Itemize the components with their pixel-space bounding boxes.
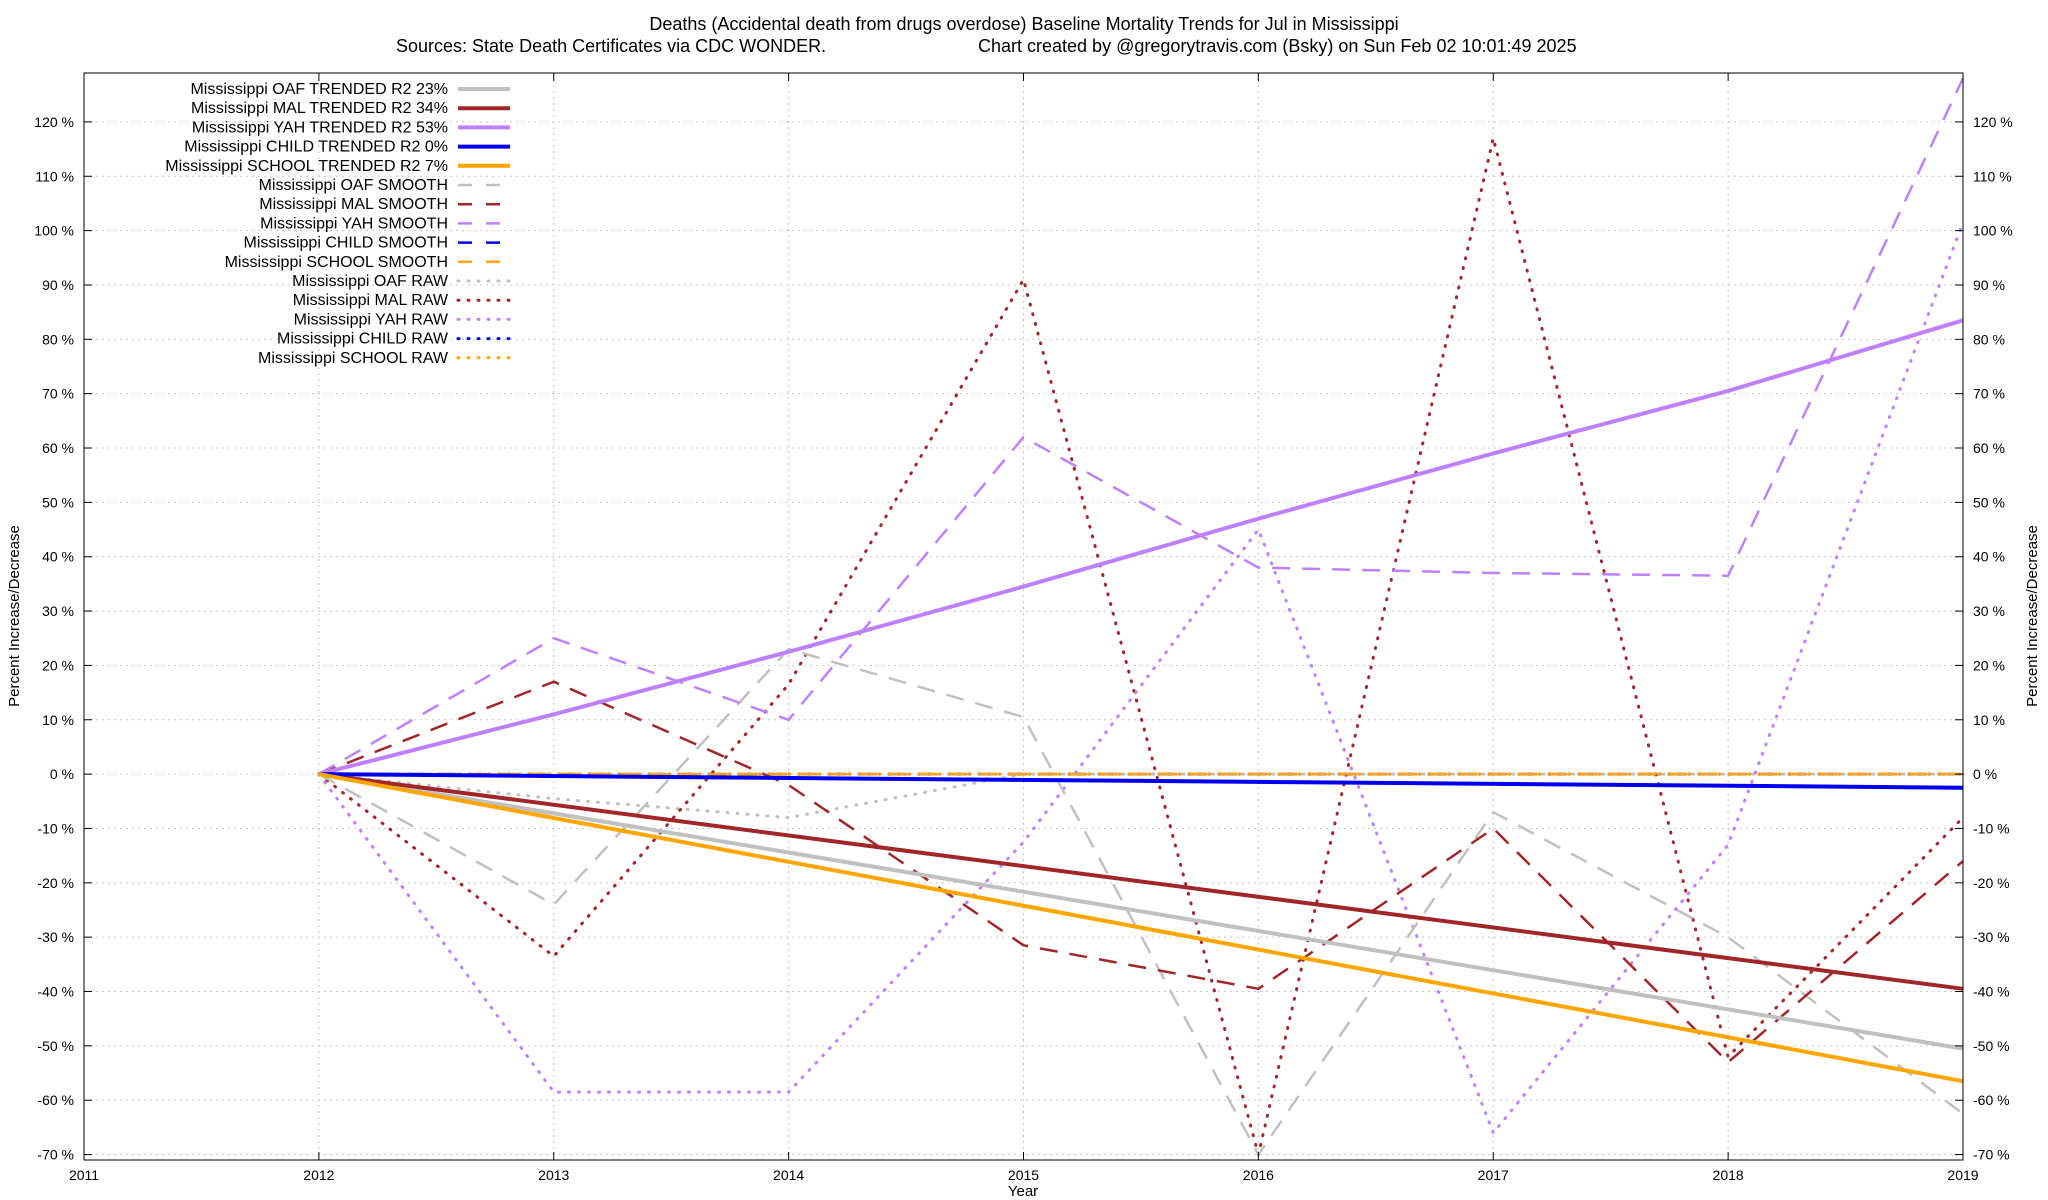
y-tick-label-right: -10 % — [1973, 820, 2010, 836]
y-tick-label-left: -20 % — [37, 875, 74, 891]
x-tick-label: 2016 — [1243, 1167, 1274, 1183]
x-tick-label: 2012 — [303, 1167, 334, 1183]
y-tick-label-right: 70 % — [1973, 386, 2005, 402]
chart-subtitle-sources: Sources: State Death Certificates via CD… — [396, 36, 826, 56]
series-line-2 — [318, 772, 1964, 991]
legend-label: Mississippi YAH TRENDED R2 53% — [192, 119, 448, 136]
plot-series — [317, 77, 1965, 1157]
y-tick-label-left: 40 % — [42, 549, 74, 565]
y-tick-label-right: -20 % — [1973, 875, 2010, 891]
y-tick-label-right: 10 % — [1973, 712, 2005, 728]
legend-label: Mississippi OAF RAW — [292, 273, 449, 290]
x-tick-label: 2017 — [1478, 1167, 1509, 1183]
series-line-8 — [318, 77, 1965, 776]
legend-label: Mississippi MAL RAW — [293, 292, 449, 309]
y-tick-label-left: -40 % — [37, 984, 74, 1000]
chart-title: Deaths (Accidental death from drugs over… — [649, 14, 1398, 34]
y-tick-label-left: -50 % — [37, 1038, 74, 1054]
y-tick-label-right: 30 % — [1973, 603, 2005, 619]
y-tick-label-right: 110 % — [1973, 168, 2012, 184]
legend-label: Mississippi OAF SMOOTH — [259, 177, 448, 194]
x-tick-label: 2015 — [1008, 1167, 1039, 1183]
legend-label: Mississippi CHILD TRENDED R2 0% — [184, 139, 448, 156]
y-tick-label-left: 120 % — [34, 114, 74, 130]
y-axis-label-right: Percent Increase/Decrease — [2024, 525, 2041, 707]
x-tick-label: 2014 — [773, 1167, 804, 1183]
y-axis-label-left: Percent Increase/Decrease — [6, 525, 23, 707]
y-tick-label-left: 90 % — [42, 277, 74, 293]
y-tick-label-right: 50 % — [1973, 494, 2005, 510]
y-tick-label-right: -70 % — [1973, 1147, 2010, 1163]
y-tick-label-right: -40 % — [1973, 984, 2010, 1000]
legend-label: Mississippi OAF TRENDED R2 23% — [190, 81, 448, 98]
y-tick-label-right: -60 % — [1973, 1092, 2010, 1108]
series-line-4 — [318, 772, 1964, 790]
y-tick-label-right: 120 % — [1973, 114, 2013, 130]
y-tick-label-left: -70 % — [37, 1147, 74, 1163]
legend-label: Mississippi CHILD RAW — [277, 331, 449, 348]
legend: Mississippi OAF TRENDED R2 23% Mississipp… — [165, 81, 512, 367]
chart-subtitle-credit: Chart created by @gregorytravis.com (Bsk… — [978, 36, 1577, 56]
series-line-1 — [318, 772, 1964, 1051]
y-tick-label-left: 30 % — [42, 603, 74, 619]
y-tick-label-left: -10 % — [37, 820, 74, 836]
y-tick-label-left: 10 % — [42, 712, 74, 728]
y-tick-label-right: -50 % — [1973, 1038, 2010, 1054]
y-tick-label-left: -30 % — [37, 929, 74, 945]
y-tick-label-right: 100 % — [1973, 223, 2013, 239]
x-axis-label: Year — [1008, 1183, 1038, 1200]
series-line-13 — [317, 221, 1965, 1135]
y-tick-label-left: 20 % — [42, 657, 74, 673]
x-tick-label: 2011 — [69, 1167, 99, 1183]
y-tick-label-right: 0 % — [1973, 766, 1997, 782]
y-tick-label-right: 40 % — [1973, 549, 2005, 565]
axis-ticks: -70 % -70 % -60 % -60 % -50 % -50 % -40 % -40 %… — [34, 73, 2013, 1183]
series-line-12 — [317, 136, 1965, 1157]
y-tick-label-left: 70 % — [42, 386, 74, 402]
y-tick-label-left: 50 % — [42, 494, 74, 510]
legend-label: Mississippi MAL TRENDED R2 34% — [191, 100, 448, 117]
y-tick-label-right: 80 % — [1973, 331, 2005, 347]
series-line-7 — [318, 680, 1964, 1064]
y-tick-label-right: -30 % — [1973, 929, 2010, 945]
legend-label: Mississippi MAL SMOOTH — [259, 196, 448, 213]
y-tick-label-right: 60 % — [1973, 440, 2005, 456]
legend-label: Mississippi CHILD SMOOTH — [244, 235, 448, 252]
y-tick-label-left: 60 % — [42, 440, 74, 456]
y-tick-label-left: 110 % — [35, 168, 74, 184]
x-tick-label: 2018 — [1713, 1167, 1744, 1183]
y-tick-label-left: 0 % — [50, 766, 74, 782]
x-tick-label: 2019 — [1947, 1167, 1978, 1183]
legend-label: Mississippi YAH RAW — [294, 311, 449, 328]
legend-label: Mississippi SCHOOL SMOOTH — [225, 254, 448, 271]
y-tick-label-right: 20 % — [1973, 657, 2005, 673]
legend-label: Mississippi SCHOOL RAW — [258, 350, 449, 367]
y-tick-label-left: -60 % — [37, 1092, 74, 1108]
series-line-3 — [318, 318, 1964, 777]
y-tick-label-left: 100 % — [34, 223, 74, 239]
legend-label: Mississippi SCHOOL TRENDED R2 7% — [165, 158, 448, 175]
y-tick-label-right: 90 % — [1973, 277, 2005, 293]
series-line-5 — [318, 772, 1964, 1084]
y-tick-label-left: 80 % — [42, 331, 74, 347]
x-tick-label: 2013 — [538, 1167, 569, 1183]
series-line-6 — [318, 647, 1964, 1156]
legend-label: Mississippi YAH SMOOTH — [260, 215, 448, 232]
